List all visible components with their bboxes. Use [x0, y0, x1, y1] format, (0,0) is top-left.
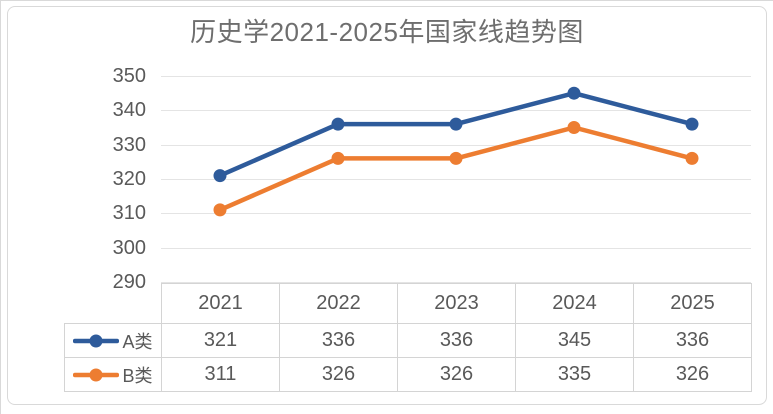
table-row: A类 321 336 336 345 336 — [64, 323, 752, 358]
gridline — [161, 110, 751, 112]
year-header-cell: 2022 — [279, 283, 398, 324]
value-cell: 336 — [279, 323, 398, 358]
data-point-marker — [567, 121, 581, 134]
legend-line-marker-icon — [73, 334, 120, 347]
data-point-marker — [567, 86, 581, 100]
legend-key-cell: A类 — [64, 323, 162, 358]
data-point-marker — [449, 151, 463, 165]
page-left-divider — [0, 0, 1, 414]
legend-label: A类 — [122, 331, 153, 352]
page-top-divider — [0, 0, 773, 1]
table-corner-cell — [65, 284, 162, 324]
legend-line-marker-icon — [73, 368, 120, 381]
year-header-cell: 2025 — [633, 283, 752, 324]
value-cell: 336 — [633, 323, 752, 358]
year-header-cell: 2021 — [161, 283, 280, 324]
series-line-b — [217, 125, 695, 213]
y-axis-tick-label: 320 — [112, 168, 146, 190]
gridline — [161, 247, 751, 249]
y-axis-tick-label: 290 — [112, 271, 146, 293]
chart-card: 历史学2021-2025年国家线趋势图 350 340 330 320 310 300 29… — [7, 6, 767, 405]
plot-area — [161, 76, 751, 283]
value-cell: 345 — [515, 323, 634, 358]
y-axis: 350 340 330 320 310 300 290 — [8, 7, 154, 404]
year-header-cell: 2023 — [397, 283, 516, 324]
y-axis-tick-label: 310 — [112, 202, 146, 225]
y-axis-tick-label: 330 — [112, 133, 146, 156]
data-point-marker — [331, 151, 345, 165]
gridline — [161, 179, 751, 180]
data-point-marker — [685, 151, 699, 165]
legend-key-cell: B类 — [64, 357, 162, 392]
legend-label: B类 — [122, 365, 153, 386]
data-point-marker — [213, 169, 227, 183]
value-cell: 321 — [161, 323, 280, 358]
y-axis-tick-label: 300 — [112, 236, 146, 259]
gridline — [161, 76, 751, 77]
data-point-marker — [449, 117, 463, 131]
value-cell: 335 — [515, 357, 634, 392]
value-cell: 326 — [633, 357, 752, 392]
y-axis-tick-label: 350 — [112, 65, 146, 87]
gridline — [161, 213, 751, 215]
chart-title: 历史学2021-2025年国家线趋势图 — [190, 17, 584, 47]
table-row: B类 311 326 326 335 326 — [64, 357, 752, 392]
value-cell: 326 — [279, 357, 398, 392]
value-cell: 336 — [397, 323, 516, 358]
gridline — [161, 282, 751, 283]
data-point-marker — [331, 117, 345, 131]
line-chart-svg — [213, 86, 699, 217]
gridline — [161, 144, 751, 146]
value-cell: 311 — [161, 357, 280, 392]
y-axis-tick-label: 340 — [112, 99, 146, 122]
year-header-cell: 2024 — [515, 283, 634, 324]
data-point-marker — [213, 203, 227, 217]
data-table: 2021 2022 2023 2024 2025 A类 321 336 336 345 336 B类 3… — [64, 283, 752, 392]
value-cell: 326 — [397, 357, 516, 392]
data-point-marker — [685, 117, 699, 131]
